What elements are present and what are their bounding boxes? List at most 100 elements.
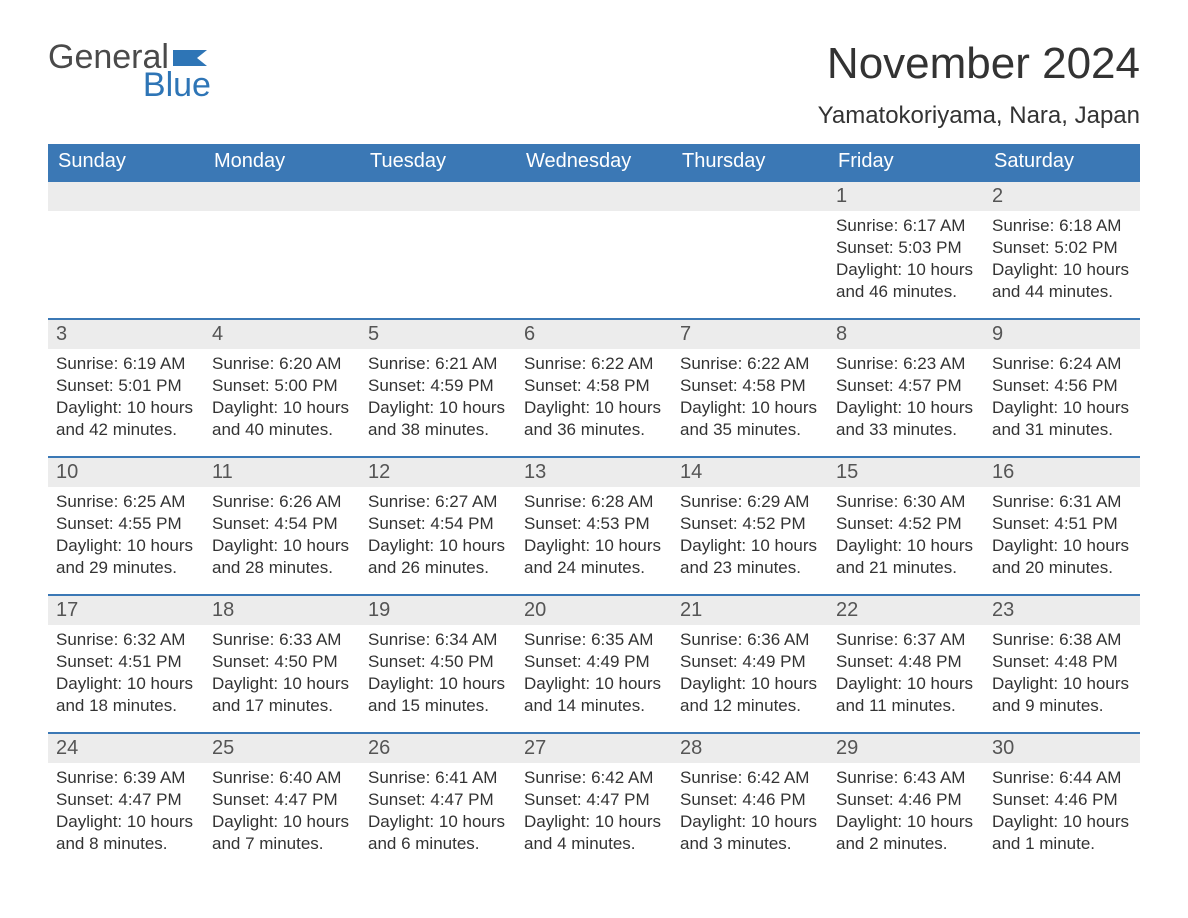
daylight-text: Daylight: 10 hours and 31 minutes. (992, 397, 1132, 441)
day-cell: 27Sunrise: 6:42 AMSunset: 4:47 PMDayligh… (516, 734, 672, 860)
daylight-text: Daylight: 10 hours and 15 minutes. (368, 673, 508, 717)
day-cell: 17Sunrise: 6:32 AMSunset: 4:51 PMDayligh… (48, 596, 204, 722)
sunrise-text: Sunrise: 6:44 AM (992, 767, 1132, 789)
daylight-text: Daylight: 10 hours and 11 minutes. (836, 673, 976, 717)
day-body: Sunrise: 6:29 AMSunset: 4:52 PMDaylight:… (672, 487, 828, 584)
weekday-header-cell: Wednesday (516, 144, 672, 180)
day-number: 1 (828, 182, 984, 211)
daylight-text: Daylight: 10 hours and 1 minute. (992, 811, 1132, 855)
day-body: Sunrise: 6:41 AMSunset: 4:47 PMDaylight:… (360, 763, 516, 860)
day-body: Sunrise: 6:23 AMSunset: 4:57 PMDaylight:… (828, 349, 984, 446)
sunrise-text: Sunrise: 6:27 AM (368, 491, 508, 513)
day-number: 23 (984, 596, 1140, 625)
day-body: Sunrise: 6:35 AMSunset: 4:49 PMDaylight:… (516, 625, 672, 722)
sunset-text: Sunset: 4:49 PM (680, 651, 820, 673)
sunset-text: Sunset: 4:46 PM (680, 789, 820, 811)
day-number: 5 (360, 320, 516, 349)
sunrise-text: Sunrise: 6:29 AM (680, 491, 820, 513)
sunrise-text: Sunrise: 6:37 AM (836, 629, 976, 651)
day-body: Sunrise: 6:42 AMSunset: 4:46 PMDaylight:… (672, 763, 828, 860)
day-cell: 9Sunrise: 6:24 AMSunset: 4:56 PMDaylight… (984, 320, 1140, 446)
day-cell: 13Sunrise: 6:28 AMSunset: 4:53 PMDayligh… (516, 458, 672, 584)
weeks-container: 1Sunrise: 6:17 AMSunset: 5:03 PMDaylight… (48, 180, 1140, 860)
daylight-text: Daylight: 10 hours and 7 minutes. (212, 811, 352, 855)
daylight-text: Daylight: 10 hours and 28 minutes. (212, 535, 352, 579)
weekday-header-row: SundayMondayTuesdayWednesdayThursdayFrid… (48, 144, 1140, 180)
sunrise-text: Sunrise: 6:33 AM (212, 629, 352, 651)
day-cell (672, 182, 828, 308)
sunrise-text: Sunrise: 6:28 AM (524, 491, 664, 513)
day-number: 28 (672, 734, 828, 763)
week-row: 1Sunrise: 6:17 AMSunset: 5:03 PMDaylight… (48, 180, 1140, 308)
week-row: 3Sunrise: 6:19 AMSunset: 5:01 PMDaylight… (48, 318, 1140, 446)
day-number: 10 (48, 458, 204, 487)
day-cell: 25 Sunrise: 6:40 AMSunset: 4:47 PMDayligh… (204, 734, 360, 860)
sunset-text: Sunset: 4:51 PM (992, 513, 1132, 535)
day-cell: 10Sunrise: 6:25 AMSunset: 4:55 PMDayligh… (48, 458, 204, 584)
day-number: 25 (204, 734, 360, 763)
sunrise-text: Sunrise: 6:19 AM (56, 353, 196, 375)
day-number-empty (360, 182, 516, 211)
day-cell: 2Sunrise: 6:18 AMSunset: 5:02 PMDaylight… (984, 182, 1140, 308)
day-cell: 18Sunrise: 6:33 AMSunset: 4:50 PMDayligh… (204, 596, 360, 722)
sunset-text: Sunset: 4:47 PM (212, 789, 352, 811)
sunset-text: Sunset: 4:58 PM (680, 375, 820, 397)
day-cell: 20Sunrise: 6:35 AMSunset: 4:49 PMDayligh… (516, 596, 672, 722)
day-number: 24 (48, 734, 204, 763)
sunrise-text: Sunrise: 6:40 AM (212, 767, 352, 789)
day-number: 30 (984, 734, 1140, 763)
sunrise-text: Sunrise: 6:35 AM (524, 629, 664, 651)
day-number: 22 (828, 596, 984, 625)
calendar-grid: SundayMondayTuesdayWednesdayThursdayFrid… (48, 144, 1140, 860)
sunset-text: Sunset: 5:03 PM (836, 237, 976, 259)
daylight-text: Daylight: 10 hours and 2 minutes. (836, 811, 976, 855)
sunset-text: Sunset: 4:51 PM (56, 651, 196, 673)
daylight-text: Daylight: 10 hours and 26 minutes. (368, 535, 508, 579)
sunrise-text: Sunrise: 6:30 AM (836, 491, 976, 513)
day-number: 29 (828, 734, 984, 763)
day-body: Sunrise: 6:37 AMSunset: 4:48 PMDaylight:… (828, 625, 984, 722)
day-body: Sunrise: 6:17 AMSunset: 5:03 PMDaylight:… (828, 211, 984, 308)
sunrise-text: Sunrise: 6:31 AM (992, 491, 1132, 513)
sunrise-text: Sunrise: 6:32 AM (56, 629, 196, 651)
sunset-text: Sunset: 4:52 PM (680, 513, 820, 535)
sunrise-text: Sunrise: 6:36 AM (680, 629, 820, 651)
day-body: Sunrise: 6:22 AMSunset: 4:58 PMDaylight:… (516, 349, 672, 446)
day-cell: 8Sunrise: 6:23 AMSunset: 4:57 PMDaylight… (828, 320, 984, 446)
day-number: 13 (516, 458, 672, 487)
daylight-text: Daylight: 10 hours and 46 minutes. (836, 259, 976, 303)
sunset-text: Sunset: 4:52 PM (836, 513, 976, 535)
daylight-text: Daylight: 10 hours and 9 minutes. (992, 673, 1132, 717)
daylight-text: Daylight: 10 hours and 17 minutes. (212, 673, 352, 717)
sunrise-text: Sunrise: 6:43 AM (836, 767, 976, 789)
day-cell: 29Sunrise: 6:43 AMSunset: 4:46 PMDayligh… (828, 734, 984, 860)
day-number-empty (48, 182, 204, 211)
day-number-empty (672, 182, 828, 211)
day-number: 16 (984, 458, 1140, 487)
day-number: 14 (672, 458, 828, 487)
daylight-text: Daylight: 10 hours and 6 minutes. (368, 811, 508, 855)
sunset-text: Sunset: 4:47 PM (524, 789, 664, 811)
daylight-text: Daylight: 10 hours and 20 minutes. (992, 535, 1132, 579)
day-cell: 7Sunrise: 6:22 AMSunset: 4:58 PMDaylight… (672, 320, 828, 446)
weekday-header-cell: Friday (828, 144, 984, 180)
sunset-text: Sunset: 4:47 PM (368, 789, 508, 811)
day-body: Sunrise: 6:36 AMSunset: 4:49 PMDaylight:… (672, 625, 828, 722)
day-cell: 1Sunrise: 6:17 AMSunset: 5:03 PMDaylight… (828, 182, 984, 308)
day-cell (516, 182, 672, 308)
daylight-text: Daylight: 10 hours and 33 minutes. (836, 397, 976, 441)
calendar-page: General Blue November 2024 Yamatokoriyam… (0, 0, 1188, 908)
day-body: Sunrise: 6:31 AMSunset: 4:51 PMDaylight:… (984, 487, 1140, 584)
day-cell: 24Sunrise: 6:39 AMSunset: 4:47 PMDayligh… (48, 734, 204, 860)
daylight-text: Daylight: 10 hours and 35 minutes. (680, 397, 820, 441)
day-number: 26 (360, 734, 516, 763)
week-row: 24Sunrise: 6:39 AMSunset: 4:47 PMDayligh… (48, 732, 1140, 860)
day-cell: 5Sunrise: 6:21 AMSunset: 4:59 PMDaylight… (360, 320, 516, 446)
sunset-text: Sunset: 4:54 PM (212, 513, 352, 535)
daylight-text: Daylight: 10 hours and 38 minutes. (368, 397, 508, 441)
daylight-text: Daylight: 10 hours and 24 minutes. (524, 535, 664, 579)
sunrise-text: Sunrise: 6:23 AM (836, 353, 976, 375)
day-number: 3 (48, 320, 204, 349)
sunrise-text: Sunrise: 6:41 AM (368, 767, 508, 789)
day-number-empty (204, 182, 360, 211)
